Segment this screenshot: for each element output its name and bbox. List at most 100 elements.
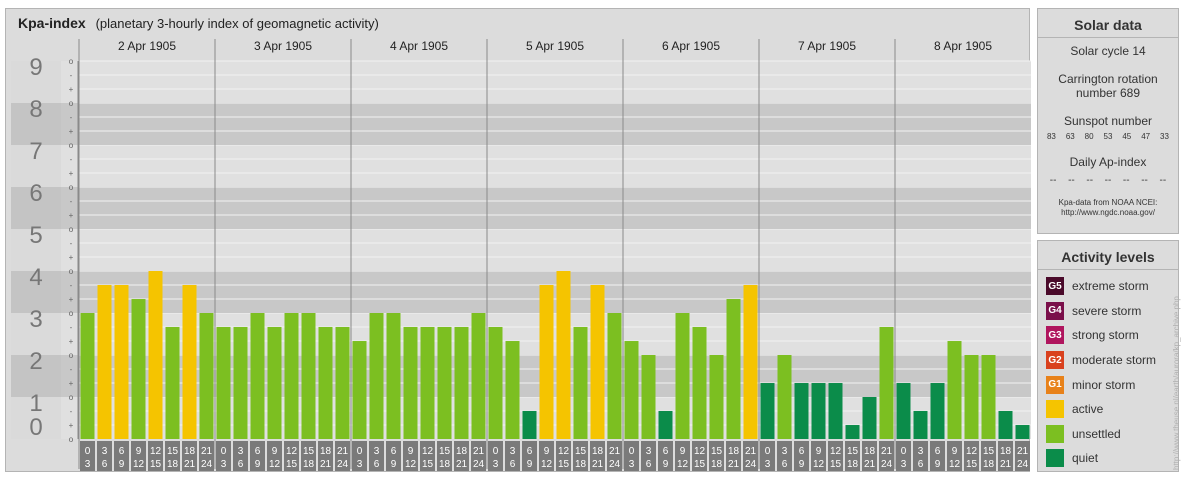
ap-title: Daily Ap-index	[1069, 155, 1147, 169]
kp-bar	[522, 410, 537, 439]
interval-start-label: 21	[337, 446, 349, 457]
interval-end-label: 9	[663, 459, 669, 470]
interval-label-box	[437, 441, 452, 471]
y-tick-label: 5	[29, 222, 42, 249]
interval-label-box	[573, 441, 588, 471]
interval-end-label: 24	[337, 459, 349, 470]
interval-label-box	[726, 441, 741, 471]
kp-bar	[981, 355, 996, 439]
interval-start-label: 15	[575, 446, 587, 457]
interval-end-label: 12	[133, 459, 145, 470]
interval-label-box	[301, 441, 316, 471]
interval-label-box	[318, 441, 333, 471]
kpa-chart-panel: Kpa-index (planetary 3-hourly index of g…	[5, 8, 1031, 472]
interval-label-box	[981, 441, 996, 471]
interval-end-label: 18	[575, 459, 587, 470]
kp-bar	[556, 271, 571, 439]
y-tick-label: 1	[29, 390, 42, 417]
kp-bar	[896, 383, 911, 439]
kp-bar	[250, 313, 265, 439]
kp-bar	[709, 355, 724, 439]
y-axis-band	[11, 355, 61, 397]
kp-bar	[284, 313, 299, 439]
y-tick-label: 6	[29, 180, 42, 207]
day-label: 2 Apr 1905	[118, 39, 176, 53]
interval-label-box	[97, 441, 112, 471]
y-minor-tick-label: -	[70, 155, 73, 164]
y-minor-tick-label: +	[69, 421, 74, 430]
kp-bar	[182, 284, 197, 439]
interval-label-box	[777, 441, 792, 471]
kp-bar	[267, 326, 282, 439]
kp-bar	[403, 326, 418, 439]
y-minor-tick-label: o	[69, 309, 74, 318]
interval-end-label: 15	[694, 459, 706, 470]
kp-bar	[624, 341, 639, 439]
interval-label-box	[80, 441, 95, 471]
interval-label-box	[352, 441, 367, 471]
interval-start-label: 15	[847, 446, 859, 457]
y-axis-band	[11, 313, 61, 355]
interval-start-label: 12	[830, 446, 842, 457]
kp-bar	[420, 326, 435, 439]
kp-bar	[148, 271, 163, 439]
interval-label-box	[658, 441, 673, 471]
activity-levels-list: G5 extreme storm G4 severe storm G3 strong st…	[1038, 274, 1178, 471]
kp-bar	[199, 313, 214, 439]
interval-end-label: 18	[711, 459, 723, 470]
interval-end-label: 6	[238, 459, 244, 470]
interval-label-box	[199, 441, 214, 471]
interval-label-box	[250, 441, 265, 471]
interval-label-box	[692, 441, 707, 471]
ap-values: -- -- -- -- -- -- --	[1038, 175, 1178, 186]
kp-bar	[454, 326, 469, 439]
kp-bar	[369, 313, 384, 439]
ap-value: --	[1104, 175, 1112, 186]
kp-bar	[301, 313, 316, 439]
level-row-quiet: quiet	[1038, 446, 1178, 471]
y-minor-tick-label: o	[69, 141, 74, 150]
y-tick-label: 4	[29, 264, 42, 291]
day-label: 8 Apr 1905	[934, 39, 992, 53]
interval-label-box	[539, 441, 554, 471]
y-axis-band	[11, 397, 61, 439]
interval-end-label: 24	[745, 459, 757, 470]
interval-start-label: 18	[1000, 446, 1012, 457]
kp-bar	[658, 410, 673, 439]
interval-start-label: 12	[558, 446, 570, 457]
interval-end-label: 6	[510, 459, 516, 470]
kp-bar	[590, 284, 605, 439]
interval-start-label: 6	[935, 446, 941, 457]
ap-value: --	[1049, 175, 1057, 186]
interval-end-label: 15	[422, 459, 434, 470]
interval-start-label: 18	[728, 446, 740, 457]
interval-end-label: 12	[405, 459, 417, 470]
level-row-minor-storm: G1 minor storm	[1038, 372, 1178, 397]
kp-bar	[862, 397, 877, 439]
kp-bar	[488, 326, 503, 439]
interval-end-label: 21	[1000, 459, 1012, 470]
band	[61, 145, 1031, 187]
y-minor-tick-label: +	[69, 127, 74, 136]
interval-end-label: 18	[303, 459, 315, 470]
y-minor-tick-label: -	[70, 323, 73, 332]
activity-levels-panel: Activity levels G5 extreme storm G4 severe …	[1037, 240, 1179, 472]
level-swatch: G2	[1046, 351, 1064, 370]
kp-bar	[794, 383, 809, 439]
interval-end-label: 24	[1017, 459, 1029, 470]
interval-start-label: 21	[609, 446, 621, 457]
interval-end-label: 15	[286, 459, 298, 470]
interval-label-box	[471, 441, 486, 471]
interval-label-box	[794, 441, 809, 471]
interval-start-label: 3	[918, 446, 924, 457]
kp-bar	[913, 410, 928, 439]
interval-end-label: 12	[949, 459, 961, 470]
y-tick-label: 0	[29, 414, 42, 441]
interval-end-label: 21	[864, 459, 876, 470]
level-row-unsettled: unsettled	[1038, 422, 1178, 447]
interval-end-label: 18	[983, 459, 995, 470]
y-tick-label: 2	[29, 348, 42, 375]
ap-value: --	[1086, 175, 1094, 186]
interval-label-box	[505, 441, 520, 471]
y-minor-tick-label: +	[69, 253, 74, 262]
